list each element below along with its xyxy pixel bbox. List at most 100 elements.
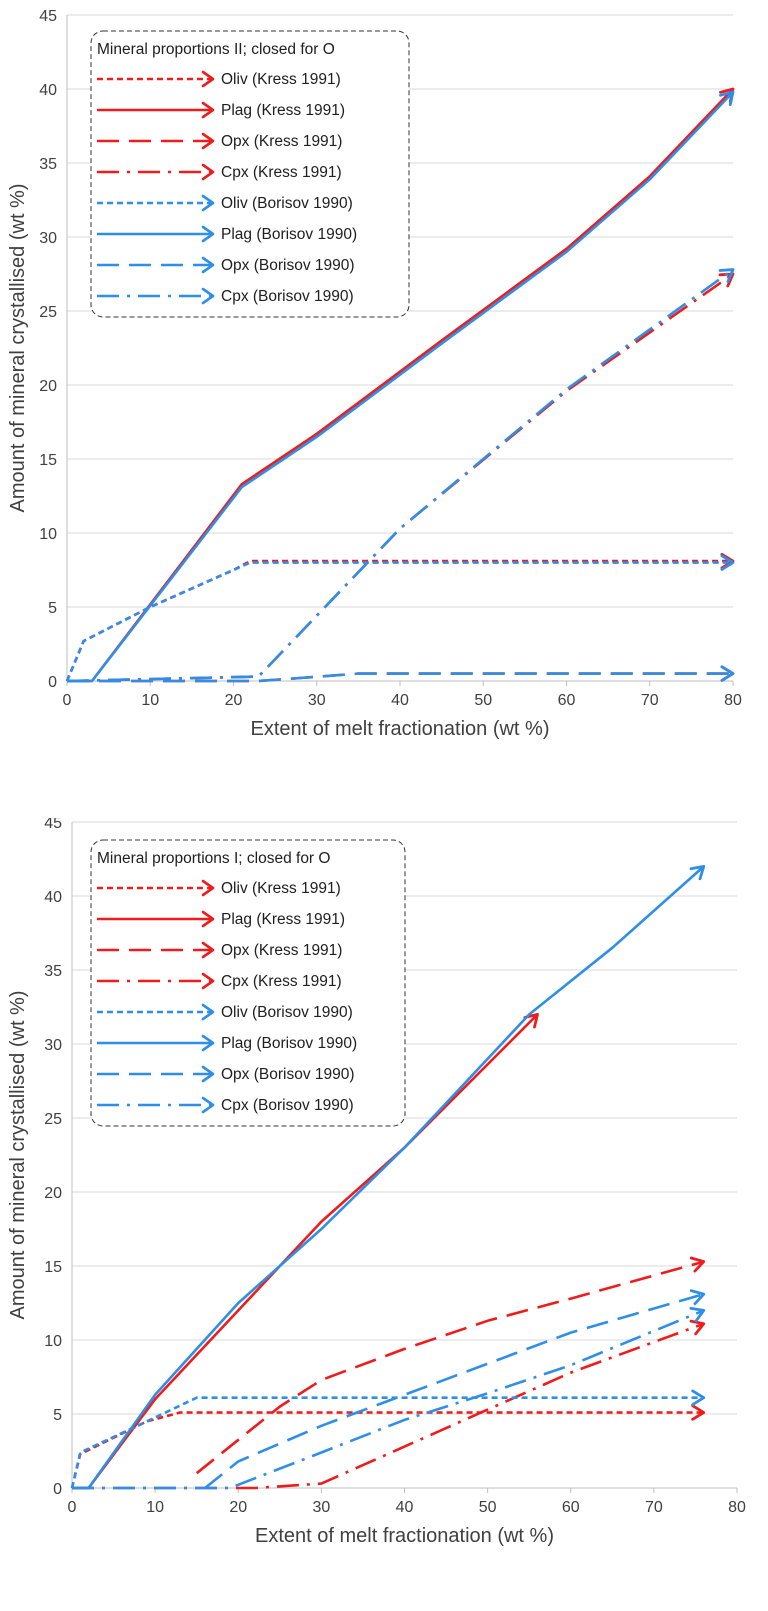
series-arrowhead	[720, 554, 735, 571]
x-tick-label: 70	[641, 692, 659, 709]
legend-entry-label: Opx (Kress 1991)	[221, 942, 342, 959]
series-arrowhead	[718, 272, 735, 288]
y-tick-label: 15	[44, 1259, 62, 1276]
legend-entry-label: Plag (Borisov 1990)	[221, 226, 357, 243]
y-tick-label: 40	[44, 889, 62, 906]
legend-title: Mineral proportions I; closed for O	[97, 850, 330, 867]
legend-arrow-icon	[201, 163, 215, 181]
series-line	[195, 1260, 705, 1475]
x-tick-label: 10	[146, 1499, 164, 1516]
series-arrowhead	[689, 865, 706, 881]
y-tick-label: 15	[39, 452, 57, 469]
y-tick-label: 10	[39, 526, 57, 543]
series-line	[67, 91, 734, 683]
legend-arrow-icon	[201, 1096, 215, 1114]
series-line	[67, 672, 733, 683]
series-line	[70, 1411, 704, 1489]
legend-arrow-icon	[201, 225, 215, 243]
legend-arrow-icon	[201, 256, 215, 274]
y-axis-title: Amount of mineral crystallised (wt %)	[7, 991, 29, 1320]
chart-top-svg: 0 5 10 15 20 25 30 35 40 45 0 10 20 30 40 50 60 70 80 Exten…	[7, 8, 742, 740]
y-tick-label: 30	[39, 230, 57, 247]
series-line	[204, 1292, 705, 1490]
y-tick-label: 25	[44, 1111, 62, 1128]
x-tick-label: 10	[141, 692, 159, 709]
legend-arrow-icon	[201, 879, 215, 897]
legend-box	[90, 30, 410, 318]
legend-entry-label: Cpx (Kress 1991)	[221, 164, 342, 181]
series-line	[66, 268, 734, 683]
legend-arrow-icon	[201, 287, 215, 305]
legend-title: Mineral proportions II; closed for O	[97, 41, 335, 58]
x-tick-label: 60	[562, 1499, 580, 1516]
x-tick-label: 80	[728, 1499, 746, 1516]
legend-entry-label: Oliv (Borisov 1990)	[221, 1004, 353, 1021]
legend-arrow-icon	[201, 70, 215, 88]
series-line	[72, 1309, 705, 1490]
y-tick-label: 20	[44, 1185, 62, 1202]
y-tick-label: 0	[53, 1481, 62, 1498]
x-tick-label: 0	[68, 1499, 77, 1516]
y-tick-label: 30	[44, 1037, 62, 1054]
series-arrowhead	[689, 1256, 706, 1273]
y-tick-label: 35	[39, 156, 57, 173]
chart-bottom-svg: 0 5 10 15 20 25 30 35 40 45 0 10 20 30 40 50 60 70 80 Exten…	[7, 818, 746, 1547]
legend-arrow-icon	[201, 941, 215, 959]
legend-entry-label: Opx (Borisov 1990)	[221, 257, 355, 274]
legend-entry-label: Plag (Kress 1991)	[221, 102, 345, 119]
legend-entry-label: Cpx (Kress 1991)	[221, 973, 342, 990]
chart-bottom: 0 5 10 15 20 25 30 35 40 45 0 10 20 30 40 50 60 70 80 Exten…	[0, 818, 768, 1608]
y-tick-label: 40	[39, 82, 57, 99]
x-axis-title: Extent of melt fractionation (wt %)	[250, 718, 549, 740]
legend-entry-label: Plag (Kress 1991)	[221, 911, 345, 928]
x-tick-label: 70	[645, 1499, 663, 1516]
y-tick-label: 35	[44, 963, 62, 980]
series-line	[66, 272, 734, 683]
legend-entry-label: Plag (Borisov 1990)	[221, 1035, 357, 1052]
x-tick-label: 50	[474, 692, 492, 709]
series-line	[70, 1396, 704, 1489]
y-tick-label: 45	[44, 818, 62, 832]
legend-arrow-icon	[201, 101, 215, 119]
series-line	[72, 1322, 705, 1490]
series-line	[72, 865, 705, 1490]
legend-entry-label: Opx (Kress 1991)	[221, 133, 342, 150]
legend-entry-label: Oliv (Borisov 1990)	[221, 195, 353, 212]
legend-entry-label: Cpx (Borisov 1990)	[221, 1097, 354, 1114]
series-arrowhead	[689, 1306, 706, 1323]
x-tick-label: 20	[229, 1499, 247, 1516]
y-tick-label: 20	[39, 378, 57, 395]
series-arrowhead	[691, 1404, 706, 1421]
y-tick-label: 10	[44, 1333, 62, 1350]
x-tick-label: 40	[391, 692, 409, 709]
x-tick-label: 80	[724, 692, 742, 709]
legend-entry-label: Oliv (Kress 1991)	[221, 880, 341, 897]
x-tick-label: 0	[63, 692, 72, 709]
legend-arrow-icon	[201, 1034, 215, 1052]
legend-arrow-icon	[201, 1065, 215, 1083]
y-tick-label: 5	[48, 600, 57, 617]
y-tick-label: 5	[53, 1407, 62, 1424]
legend-entry-label: Oliv (Kress 1991)	[221, 71, 341, 88]
legend-arrow-icon	[201, 132, 215, 150]
series-line	[65, 561, 733, 682]
chart-top: 0 5 10 15 20 25 30 35 40 45 0 10 20 30 40 50 60 70 80 Exten…	[0, 0, 768, 790]
legend-arrow-icon	[201, 194, 215, 212]
legend-entry-label: Cpx (Borisov 1990)	[221, 288, 354, 305]
legend-arrow-icon	[201, 1003, 215, 1021]
y-tick-label: 25	[39, 304, 57, 321]
y-tick-label: 0	[48, 674, 57, 691]
series-arrowhead	[719, 90, 735, 107]
legend-entry-label: Opx (Borisov 1990)	[221, 1066, 355, 1083]
legend-box	[90, 839, 406, 1127]
y-tick-label: 45	[39, 8, 57, 25]
x-tick-label: 60	[558, 692, 576, 709]
series-line	[65, 559, 733, 682]
series-arrowhead	[718, 268, 735, 283]
series-arrowhead	[720, 665, 735, 682]
x-tick-label: 40	[396, 1499, 414, 1516]
series-arrowhead	[691, 1389, 706, 1406]
y-axis-title: Amount of mineral crystallised (wt %)	[7, 184, 29, 513]
x-tick-label: 20	[225, 692, 243, 709]
x-tick-label: 50	[479, 1499, 497, 1516]
